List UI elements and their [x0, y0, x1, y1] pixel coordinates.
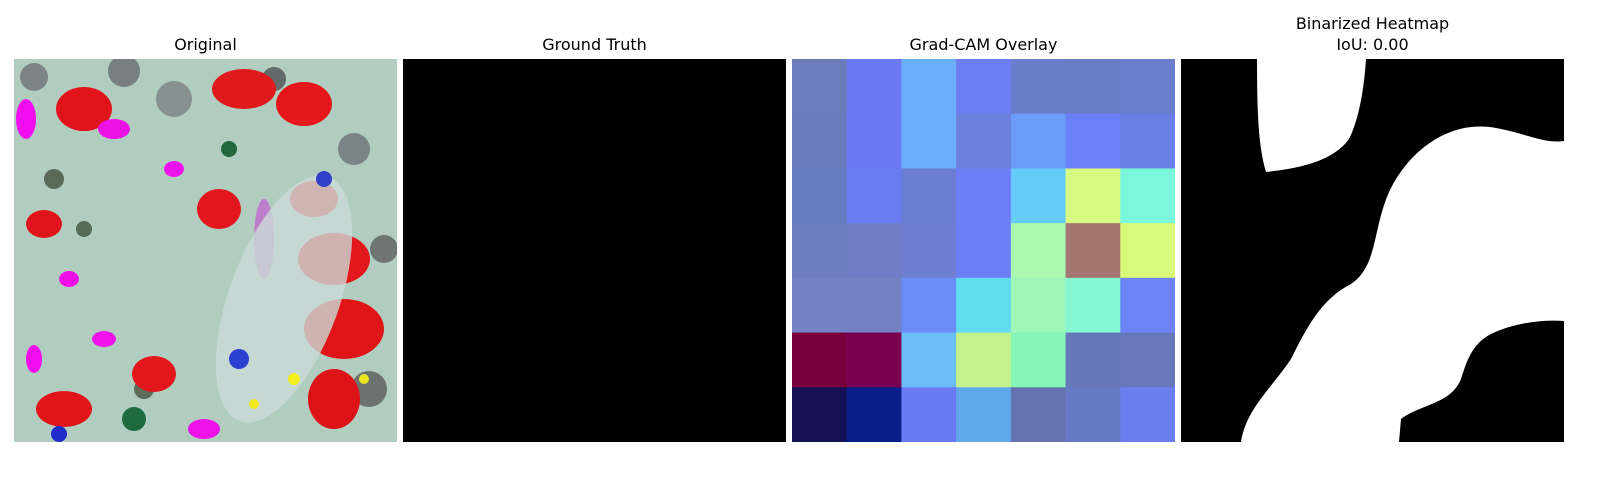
heatmap-cell [792, 168, 848, 224]
panel-title: Binarized Heatmap [1295, 14, 1450, 33]
heatmap-cell [901, 332, 957, 388]
heatmap-cell [1065, 277, 1121, 334]
heatmap-cell [1010, 332, 1067, 388]
heatmap-cell [792, 113, 848, 170]
binarized-mask [1181, 59, 1564, 442]
iou-label: IoU: 0.00 [1336, 35, 1409, 54]
heatmap-cell [1010, 168, 1067, 224]
heatmap-cell [1120, 387, 1175, 442]
leaf-photo [14, 59, 397, 442]
heatmap-cell [956, 59, 1012, 115]
panel-ground-truth: Ground Truth [403, 0, 786, 442]
heatmap-cell [1120, 168, 1175, 224]
heatmap-cell [1010, 113, 1067, 170]
heatmap-cell [901, 59, 957, 115]
heatmap-cell [1065, 332, 1121, 388]
gradcam-overlay [792, 59, 1175, 442]
heatmap-cell [1010, 277, 1067, 334]
heatmap-cell [792, 387, 848, 442]
heatmap-cell [956, 387, 1012, 442]
heatmap-cell [846, 277, 903, 334]
heatmap-cell [1065, 59, 1121, 115]
panel-title: Original [174, 35, 237, 54]
panel-binarized: Binarized Heatmap IoU: 0.00 [1181, 0, 1564, 442]
heatmap-cell [956, 168, 1012, 224]
heatmap-cell [792, 223, 848, 279]
heatmap-cell [1010, 223, 1067, 279]
heatmap-cell [901, 113, 957, 170]
heatmap-cell [956, 113, 1012, 170]
heatmap-cell [846, 332, 903, 388]
heatmap-cell [956, 332, 1012, 388]
heatmap-cell [792, 332, 848, 388]
heatmap-cell [792, 277, 848, 334]
gradcam-heatmap [792, 59, 1175, 442]
heatmap-cell [956, 277, 1012, 334]
heatmap-cell [1010, 387, 1067, 442]
panel-title: Ground Truth [542, 35, 647, 54]
heatmap-cell [846, 113, 903, 170]
heatmap-cell [1120, 113, 1175, 170]
heatmap-cell [956, 223, 1012, 279]
heatmap-cell [1065, 223, 1121, 279]
heatmap-cell [901, 277, 957, 334]
heatmap-cell [1065, 168, 1121, 224]
heatmap-cell [1065, 113, 1121, 170]
heatmap-cell [792, 59, 848, 115]
heatmap-cell [1065, 387, 1121, 442]
heatmap-cell [1120, 277, 1175, 334]
mask-region-main [1241, 126, 1564, 442]
heatmap-cell [1120, 223, 1175, 279]
heatmap-cell [846, 168, 903, 224]
heatmap-cell [1120, 332, 1175, 388]
original-image [14, 59, 397, 442]
heatmap-cell [1010, 59, 1067, 115]
heatmap-cell [846, 59, 903, 115]
heatmap-cell [1120, 59, 1175, 115]
panel-original: Original [14, 0, 397, 442]
heatmap-cell [846, 223, 903, 279]
heatmap-cell [901, 168, 957, 224]
mask-region-top-left [1257, 59, 1366, 172]
heatmap-cell [901, 223, 957, 279]
ground-truth-mask [403, 59, 786, 442]
panel-gradcam: Grad-CAM Overlay [792, 0, 1175, 442]
binary-mask-shape [1241, 59, 1564, 442]
panel-title: Grad-CAM Overlay [909, 35, 1058, 54]
heatmap-cell [901, 387, 957, 442]
heatmap-cell [846, 387, 903, 442]
